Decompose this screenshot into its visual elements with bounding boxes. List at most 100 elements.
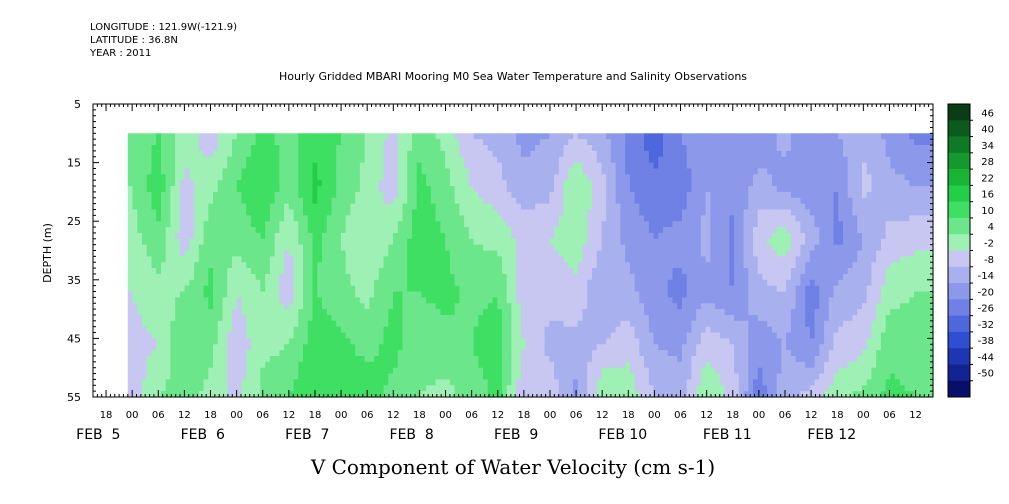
heat-cell xyxy=(203,209,209,216)
heat-cell xyxy=(587,350,593,357)
heat-cell xyxy=(246,221,252,228)
heat-cell xyxy=(449,320,456,328)
heat-cell xyxy=(250,279,257,287)
heat-cell xyxy=(288,227,295,234)
heat-cell xyxy=(198,209,205,216)
heat-cell xyxy=(217,320,224,328)
heat-cell xyxy=(620,314,626,322)
heat-cell xyxy=(298,361,304,369)
heat-cell xyxy=(459,139,465,146)
heat-cell xyxy=(430,350,437,357)
heat-cell xyxy=(303,186,309,193)
heat-cell xyxy=(241,367,247,375)
heat-cell xyxy=(445,285,451,293)
heat-cell xyxy=(464,355,470,363)
heat-cell xyxy=(127,156,134,164)
heat-cell xyxy=(558,355,565,363)
heat-cell xyxy=(634,168,640,175)
heat-cell xyxy=(440,297,446,304)
heat-cell xyxy=(520,215,527,222)
heat-cell xyxy=(520,262,527,269)
heat-cell xyxy=(511,291,517,298)
heat-cell xyxy=(629,355,636,363)
heat-cell xyxy=(539,180,546,187)
heat-cell xyxy=(165,168,172,175)
heat-cell xyxy=(364,133,370,140)
heat-cell xyxy=(615,338,621,345)
heat-cell xyxy=(279,320,285,328)
heat-cell xyxy=(601,174,607,181)
heat-cell xyxy=(321,291,328,298)
heat-cell xyxy=(388,391,394,398)
heat-cell xyxy=(321,361,328,369)
heat-cell xyxy=(539,209,546,216)
heat-cell xyxy=(331,133,337,140)
heat-cell xyxy=(236,244,243,252)
heat-cell xyxy=(312,244,318,252)
heat-cell xyxy=(610,385,617,392)
heat-cell xyxy=(260,256,266,263)
heat-cell xyxy=(336,256,342,263)
heat-cell xyxy=(236,197,243,205)
heat-cell xyxy=(293,291,299,298)
heat-cell xyxy=(222,291,228,298)
heat-cell xyxy=(146,309,153,316)
heat-cell xyxy=(539,391,546,398)
heat-cell xyxy=(573,297,579,304)
heat-cell xyxy=(321,344,328,351)
heat-cell xyxy=(587,379,593,386)
heat-cell xyxy=(265,139,271,146)
heat-cell xyxy=(497,191,503,199)
heat-cell xyxy=(331,268,337,275)
heat-cell xyxy=(554,215,560,222)
heat-cell xyxy=(568,162,574,170)
heat-cell xyxy=(331,291,337,298)
heat-cell xyxy=(127,162,134,170)
heat-cell xyxy=(141,139,148,146)
heat-cell xyxy=(321,320,328,328)
heat-cell xyxy=(350,209,356,216)
heat-cell xyxy=(284,285,290,293)
heat-cell xyxy=(146,268,153,275)
heat-cell xyxy=(582,262,588,269)
heat-cell xyxy=(303,297,309,304)
heat-cell xyxy=(587,273,593,281)
heat-cell xyxy=(279,191,285,199)
heat-cell xyxy=(203,150,209,158)
heat-cell xyxy=(336,332,342,339)
heat-cell xyxy=(132,232,138,240)
heat-cell xyxy=(454,232,460,240)
heat-cell xyxy=(402,350,408,357)
heat-cell xyxy=(241,145,247,152)
heat-cell xyxy=(440,303,446,310)
heat-cell xyxy=(558,385,565,392)
heat-cell xyxy=(298,238,304,246)
heat-cell xyxy=(591,221,598,228)
heat-cell xyxy=(383,279,389,287)
heat-cell xyxy=(208,314,214,322)
heat-cell xyxy=(402,139,408,146)
heat-cell xyxy=(298,285,304,293)
heat-cell xyxy=(189,139,195,146)
heat-cell xyxy=(620,150,626,158)
heat-cell xyxy=(378,279,385,287)
heat-cell xyxy=(587,285,593,293)
heat-cell xyxy=(606,303,612,310)
heat-cell xyxy=(492,191,498,199)
heat-cell xyxy=(501,174,508,181)
heat-cell xyxy=(265,297,271,304)
heat-cell xyxy=(411,350,418,357)
heat-cell xyxy=(539,221,546,228)
heat-cell xyxy=(639,203,645,211)
heat-cell xyxy=(208,268,214,275)
heat-cell xyxy=(525,232,531,240)
heat-cell xyxy=(516,391,522,398)
heat-cell xyxy=(591,174,598,181)
heat-cell xyxy=(606,174,612,181)
heat-cell xyxy=(198,221,205,228)
heat-cell xyxy=(288,150,295,158)
heat-cell xyxy=(213,303,219,310)
heat-cell xyxy=(179,332,186,339)
heat-cell xyxy=(246,297,252,304)
heat-cell xyxy=(601,197,607,205)
